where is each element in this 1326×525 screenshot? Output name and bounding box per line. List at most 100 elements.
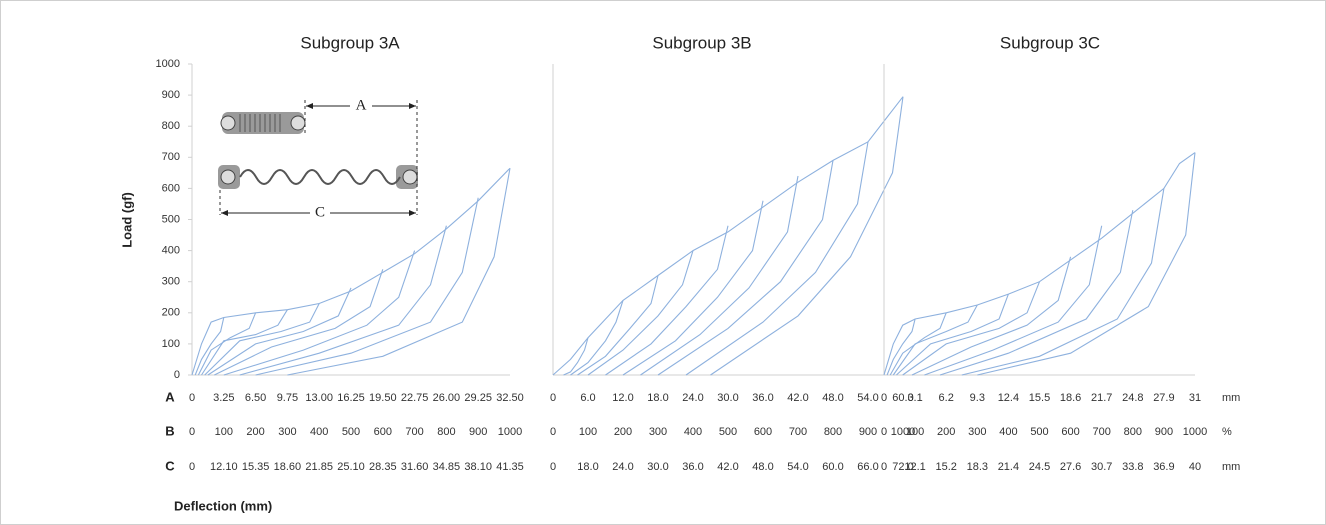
- x-tick-label-c: 21.85: [305, 461, 333, 473]
- x-tick-label-b: 500: [1030, 426, 1048, 438]
- x-tick-label-a: 13.00: [305, 392, 333, 404]
- x-tick-label-b: 800: [437, 426, 455, 438]
- panel-title: Subgroup 3A: [300, 33, 400, 52]
- x-tick-label-a: 29.25: [464, 392, 492, 404]
- x-tick-label-c: 25.10: [337, 461, 365, 473]
- load-curve: [977, 152, 1196, 376]
- x-tick-label-b: 600: [1061, 426, 1079, 438]
- x-tick-label-b: 700: [789, 426, 807, 438]
- load-curve: [239, 225, 447, 376]
- load-curve: [214, 269, 384, 376]
- x-tick-label-c: 15.35: [242, 461, 270, 473]
- load-curve: [255, 197, 479, 376]
- x-tick-label-c: 33.8: [1122, 461, 1143, 473]
- x-tick-label-c: 28.35: [369, 461, 397, 473]
- y-tick-label: 1000: [156, 58, 180, 70]
- x-tick-label-c: 12.1: [904, 461, 925, 473]
- load-curve: [197, 312, 257, 376]
- x-tick-label-c: 12.10: [210, 461, 238, 473]
- x-tick-label-b: 200: [937, 426, 955, 438]
- load-curve: [640, 175, 799, 376]
- x-tick-label-a: 27.9: [1153, 392, 1174, 404]
- x-tick-label-a: 0: [550, 392, 556, 404]
- x-tick-label-c: 31.60: [401, 461, 429, 473]
- load-curve: [287, 168, 511, 376]
- x-tick-label-b: 700: [1093, 426, 1111, 438]
- x-tick-label-c: 0: [550, 461, 556, 473]
- load-curve: [657, 160, 834, 376]
- coil: [239, 169, 401, 185]
- x-tick-label-c: 36.9: [1153, 461, 1174, 473]
- x-tick-label-c: 27.6: [1060, 461, 1081, 473]
- load-curve: [886, 318, 916, 376]
- load-curve: [552, 96, 904, 376]
- x-tick-label-b: 800: [1124, 426, 1142, 438]
- x-tick-label-b: 1000: [891, 426, 915, 438]
- load-curve: [883, 152, 1196, 376]
- unit-label: mm: [1222, 392, 1240, 404]
- x-tick-label-b: 200: [614, 426, 632, 438]
- x-tick-label-b: 500: [342, 426, 360, 438]
- spring-closed: [222, 112, 304, 134]
- x-tick-label-b: 100: [215, 426, 233, 438]
- x-tick-label-c: 21.4: [998, 461, 1019, 473]
- load-curve: [223, 250, 416, 376]
- x-tick-label-c: 15.2: [935, 461, 956, 473]
- row-name: B: [165, 423, 174, 438]
- x-tick-label-a: 16.25: [337, 392, 365, 404]
- x-tick-label-a: 32.50: [496, 392, 524, 404]
- inset: A C: [218, 97, 418, 220]
- load-curve: [892, 304, 978, 376]
- x-tick-label-a: 0: [881, 392, 887, 404]
- x-tick-label-c: 66.0: [857, 461, 878, 473]
- x-tick-label-b: 500: [719, 426, 737, 438]
- x-tick-label-a: 48.0: [822, 392, 843, 404]
- y-tick-label: 200: [162, 307, 180, 319]
- x-tick-label-b: 900: [859, 426, 877, 438]
- x-tick-label-a: 60.0: [892, 392, 913, 404]
- y-tick-label: 900: [162, 89, 180, 101]
- inset-label: C: [315, 204, 325, 220]
- y-tick-label: 500: [162, 213, 180, 225]
- x-tick-label-a: 12.4: [998, 392, 1019, 404]
- y-tick-label: 600: [162, 182, 180, 194]
- x-tick-label-a: 9.75: [277, 392, 298, 404]
- load-curve: [889, 312, 947, 376]
- dimension-line: [219, 100, 418, 215]
- load-curve: [924, 225, 1103, 376]
- load-curve: [710, 96, 904, 376]
- x-tick-label-a: 0: [189, 392, 195, 404]
- x-tick-label-c: 54.0: [787, 461, 808, 473]
- x-tick-label-a: 6.0: [580, 392, 595, 404]
- x-tick-label-a: 24.0: [682, 392, 703, 404]
- y-tick-label: 400: [162, 245, 180, 257]
- x-tick-label-b: 300: [649, 426, 667, 438]
- x-tick-label-a: 3.1: [907, 392, 922, 404]
- x-tick-label-a: 22.75: [401, 392, 429, 404]
- x-tick-label-b: 600: [374, 426, 392, 438]
- x-tick-label-a: 30.0: [717, 392, 738, 404]
- x-tick-label-b: 900: [1155, 426, 1173, 438]
- load-curve: [961, 188, 1165, 376]
- x-axis-label: Deflection (mm): [174, 498, 272, 513]
- x-tick-label-b: 0: [550, 426, 556, 438]
- load-curve: [194, 317, 225, 376]
- x-tick-label-b: 300: [968, 426, 986, 438]
- dimension-arrow: [221, 105, 416, 214]
- unit-label: mm: [1222, 461, 1240, 473]
- load-curve: [204, 303, 320, 376]
- x-tick-label-a: 36.0: [752, 392, 773, 404]
- x-tick-label-a: 18.0: [647, 392, 668, 404]
- y-tick-label: 700: [162, 151, 180, 163]
- x-tick-label-c: 38.10: [464, 461, 492, 473]
- x-tick-label-c: 24.0: [612, 461, 633, 473]
- x-tick-label-b: 700: [405, 426, 423, 438]
- panel-title: Subgroup 3C: [1000, 33, 1100, 52]
- load-curve: [685, 141, 869, 376]
- load-curve: [911, 256, 1072, 376]
- x-tick-label-c: 18.0: [577, 461, 598, 473]
- y-tick-label: 300: [162, 276, 180, 288]
- x-tick-label-a: 12.0: [612, 392, 633, 404]
